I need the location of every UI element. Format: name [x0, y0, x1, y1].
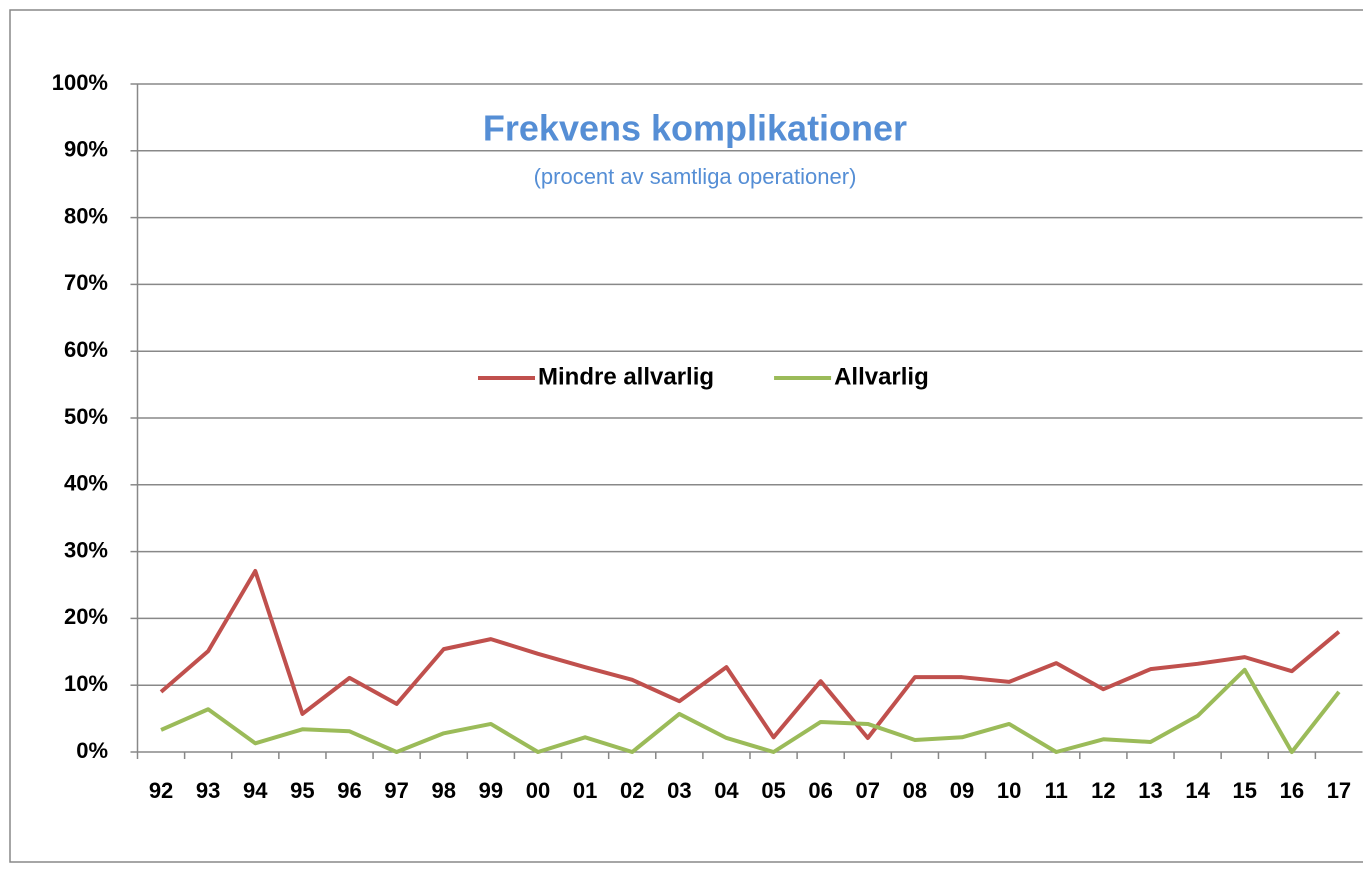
x-tick-label: 17 [1327, 778, 1351, 803]
y-tick-label: 20% [64, 604, 108, 629]
y-tick-label: 100% [52, 70, 108, 95]
x-tick-label: 92 [149, 778, 173, 803]
legend-label: Mindre allvarlig [538, 363, 714, 390]
x-tick-label: 09 [950, 778, 974, 803]
x-tick-label: 04 [714, 778, 739, 803]
x-tick-label: 14 [1185, 778, 1210, 803]
x-tick-label: 99 [479, 778, 503, 803]
chart-subtitle: (procent av samtliga operationer) [534, 164, 857, 189]
line-series [159, 568, 1341, 740]
x-tick-label: 00 [526, 778, 550, 803]
x-tick-label: 93 [196, 778, 220, 803]
y-tick-label: 0% [76, 738, 108, 763]
x-tick-label: 12 [1091, 778, 1115, 803]
x-tick-label: 16 [1280, 778, 1304, 803]
x-tick-label: 13 [1138, 778, 1162, 803]
y-tick-label: 60% [64, 337, 108, 362]
x-tick-label: 02 [620, 778, 644, 803]
x-tick-label: 15 [1232, 778, 1256, 803]
y-tick-label: 70% [64, 270, 108, 295]
y-tick-label: 80% [64, 203, 108, 228]
x-tick-label: 10 [997, 778, 1021, 803]
x-tick-label: 03 [667, 778, 691, 803]
x-tick-label: 11 [1045, 778, 1068, 803]
y-tick-label: 40% [64, 471, 108, 496]
y-tick-label: 30% [64, 537, 108, 562]
y-tick-label: 10% [64, 671, 108, 696]
x-tick-label: 96 [337, 778, 361, 803]
chart-title: Frekvens komplikationer [483, 108, 907, 149]
x-tick-label: 01 [573, 778, 597, 803]
x-tick-label: 05 [761, 778, 785, 803]
y-tick-label: 90% [64, 137, 108, 162]
x-tick-label: 08 [903, 778, 927, 803]
x-tick-label: 95 [290, 778, 314, 803]
line-series [160, 667, 1341, 754]
y-tick-label: 50% [64, 404, 108, 429]
x-tick-label: 94 [243, 778, 268, 803]
x-tick-label: 98 [432, 778, 456, 803]
x-tick-label: 06 [808, 778, 832, 803]
x-tick-label: 97 [384, 778, 408, 803]
legend-label: Allvarlig [834, 363, 929, 390]
x-tick-label: 07 [856, 778, 880, 803]
chart-border [9, 9, 1363, 863]
